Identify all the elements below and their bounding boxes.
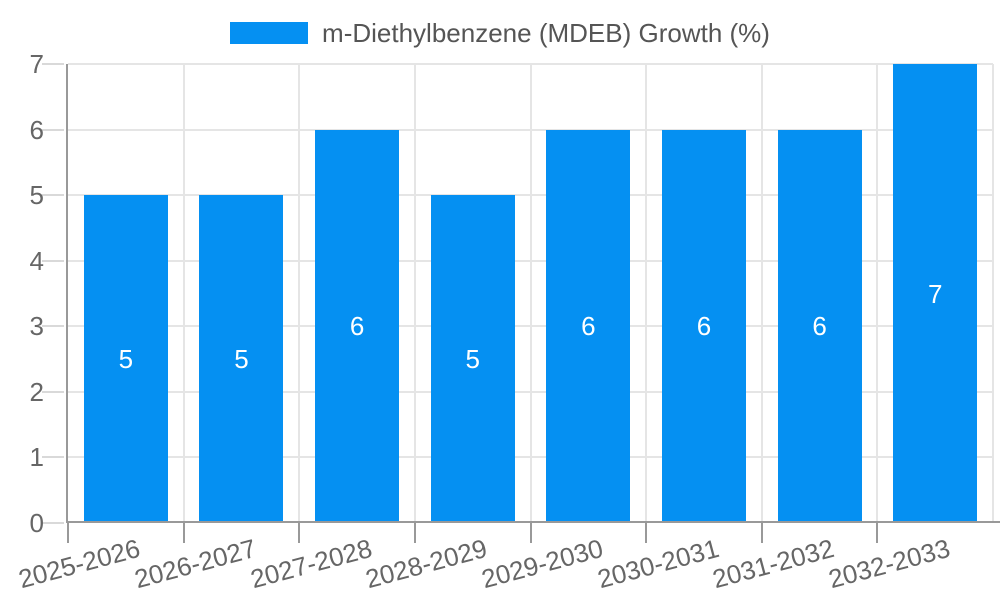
bar bbox=[315, 129, 400, 523]
bar-value-label: 6 bbox=[349, 311, 365, 342]
x-axis-line bbox=[68, 521, 1000, 523]
y-axis-tick bbox=[42, 259, 64, 262]
y-axis-tick bbox=[42, 390, 64, 393]
y-axis-line bbox=[66, 64, 68, 523]
bar-value-label: 5 bbox=[234, 344, 249, 375]
bar-value-label: 7 bbox=[927, 278, 943, 309]
gridline-vertical bbox=[876, 64, 879, 523]
y-tick-label: 2 bbox=[29, 376, 44, 407]
gridline-vertical bbox=[413, 64, 416, 523]
y-axis-tick bbox=[42, 63, 64, 65]
x-axis-tick bbox=[298, 523, 301, 543]
y-axis-tick bbox=[42, 456, 64, 459]
bar bbox=[83, 195, 168, 523]
bar-value-label: 5 bbox=[465, 344, 480, 375]
y-tick-label: 4 bbox=[29, 245, 44, 276]
gridline-vertical bbox=[760, 64, 763, 523]
y-tick-label: 7 bbox=[29, 49, 44, 79]
legend-swatch bbox=[230, 22, 309, 44]
y-tick-label: 1 bbox=[29, 442, 44, 473]
bar bbox=[430, 195, 515, 523]
gridline-vertical bbox=[182, 64, 185, 523]
x-axis-tick bbox=[760, 523, 763, 543]
bar bbox=[546, 129, 631, 523]
x-tick-label: 2028-2029 bbox=[362, 533, 491, 595]
y-tick-label: 6 bbox=[29, 114, 44, 145]
gridline-vertical bbox=[645, 64, 648, 523]
bar bbox=[777, 129, 862, 523]
x-axis-tick bbox=[529, 523, 532, 543]
y-tick-label: 3 bbox=[29, 311, 44, 342]
bar-value-label: 6 bbox=[696, 311, 712, 342]
x-axis-tick bbox=[182, 523, 185, 543]
y-axis-tick bbox=[42, 325, 64, 328]
gridline-vertical bbox=[298, 64, 301, 523]
gridline-vertical bbox=[992, 64, 994, 523]
x-tick-label: 2027-2028 bbox=[246, 533, 375, 595]
y-axis-tick bbox=[42, 522, 64, 524]
y-axis-tick bbox=[42, 194, 64, 197]
x-tick-label: 2030-2031 bbox=[593, 533, 722, 595]
x-tick-label: 2029-2030 bbox=[478, 533, 607, 595]
y-axis-tick bbox=[42, 128, 64, 131]
chart-legend: m-Diethylbenzene (MDEB) Growth (%) bbox=[0, 16, 1000, 50]
bar bbox=[893, 64, 978, 523]
gridline-vertical bbox=[529, 64, 532, 523]
x-tick-label: 2031-2032 bbox=[709, 533, 838, 595]
bar bbox=[661, 129, 746, 523]
bar-value-label: 5 bbox=[118, 344, 134, 375]
y-tick-label: 0 bbox=[29, 508, 44, 538]
x-tick-label: 2026-2027 bbox=[131, 533, 260, 595]
x-tick-label: 2032-2033 bbox=[825, 533, 953, 595]
x-axis-tick bbox=[876, 523, 879, 543]
x-tick-label: 2025-2026 bbox=[15, 533, 144, 595]
x-axis-tick bbox=[413, 523, 416, 543]
x-axis-tick bbox=[67, 523, 69, 543]
bar bbox=[199, 195, 284, 523]
legend-label: m-Diethylbenzene (MDEB) Growth (%) bbox=[322, 17, 770, 48]
bar-value-label: 6 bbox=[812, 311, 827, 342]
x-axis-tick bbox=[645, 523, 648, 543]
y-tick-label: 5 bbox=[29, 180, 44, 211]
bar-value-label: 6 bbox=[581, 311, 596, 342]
plot-area: 0 1 2 3 4 5 6 7 5 5 6 5 6 6 6 7 2025-2026 2026-2027 2027-2… bbox=[16, 49, 1000, 594]
